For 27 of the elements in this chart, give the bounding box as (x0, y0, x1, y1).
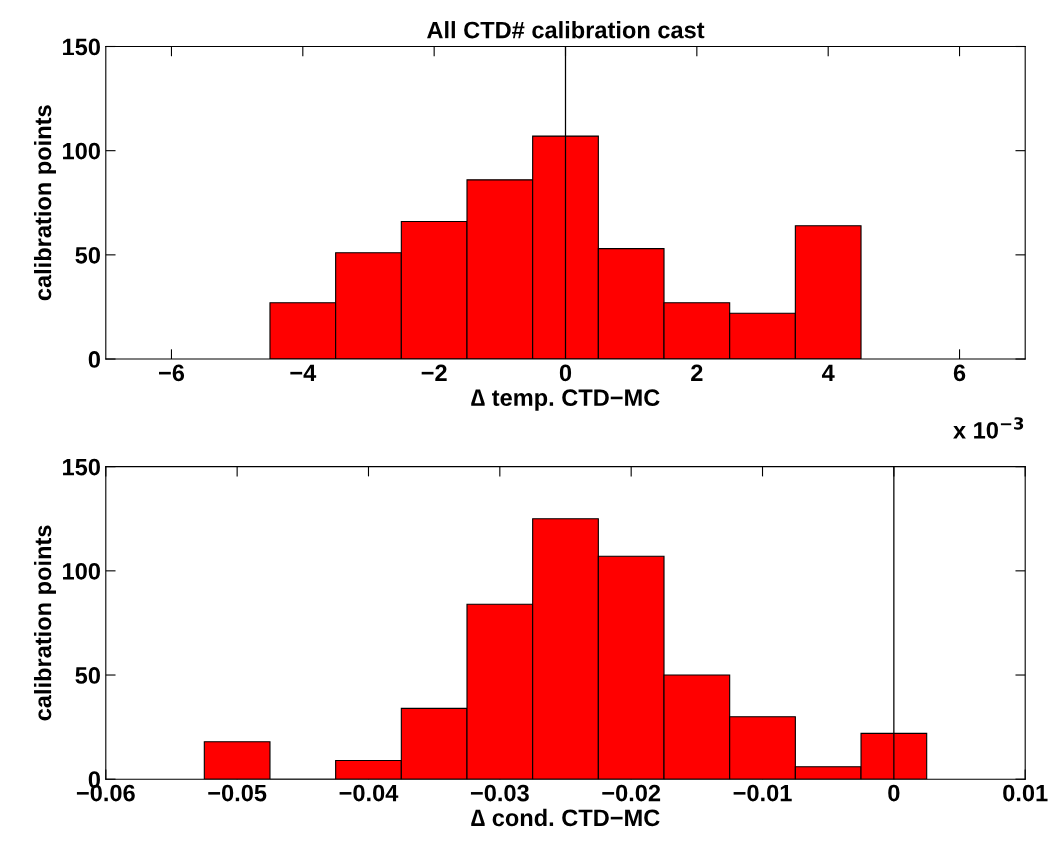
x-axis-title: ∆ cond. CTD−MC (471, 808, 660, 827)
y-tick-label: 50 (75, 246, 100, 264)
x-tick-label: 4 (821, 364, 835, 382)
x-tick-label: −0.01 (733, 784, 792, 802)
x-tick-label: −0.05 (208, 784, 267, 802)
x-tick-label: −0.04 (339, 784, 399, 802)
x-tick-label: 0.01 (1003, 784, 1048, 802)
y-tick-label: 150 (63, 458, 100, 476)
x-tick-label: −2 (421, 364, 447, 382)
y-tick-label: 100 (63, 562, 100, 580)
x-tick-label: 0 (888, 784, 900, 802)
x-tick-label: 0 (559, 364, 572, 382)
x-tick-label: 6 (953, 364, 966, 382)
y-tick-label: 50 (75, 667, 100, 684)
y-tick-label: 150 (63, 38, 100, 56)
x-tick-label: −0.03 (470, 784, 529, 802)
x-axis-title: ∆ temp. CTD−MC (471, 389, 660, 411)
x-tick-label: −6 (158, 364, 185, 382)
y-axis-title: calibration points (33, 105, 56, 301)
y-tick-label: 100 (63, 142, 100, 160)
x-tick-label: −0.02 (602, 784, 661, 802)
x-tick-label: −4 (290, 364, 317, 382)
chart-title: All CTD# calibration cast (427, 21, 705, 39)
x-tick-label: 2 (691, 364, 703, 382)
y-axis-title: calibration points (33, 525, 56, 721)
text: x 10$^{−3}$ (953, 417, 1024, 439)
y-tick-label: 0 (88, 351, 100, 368)
